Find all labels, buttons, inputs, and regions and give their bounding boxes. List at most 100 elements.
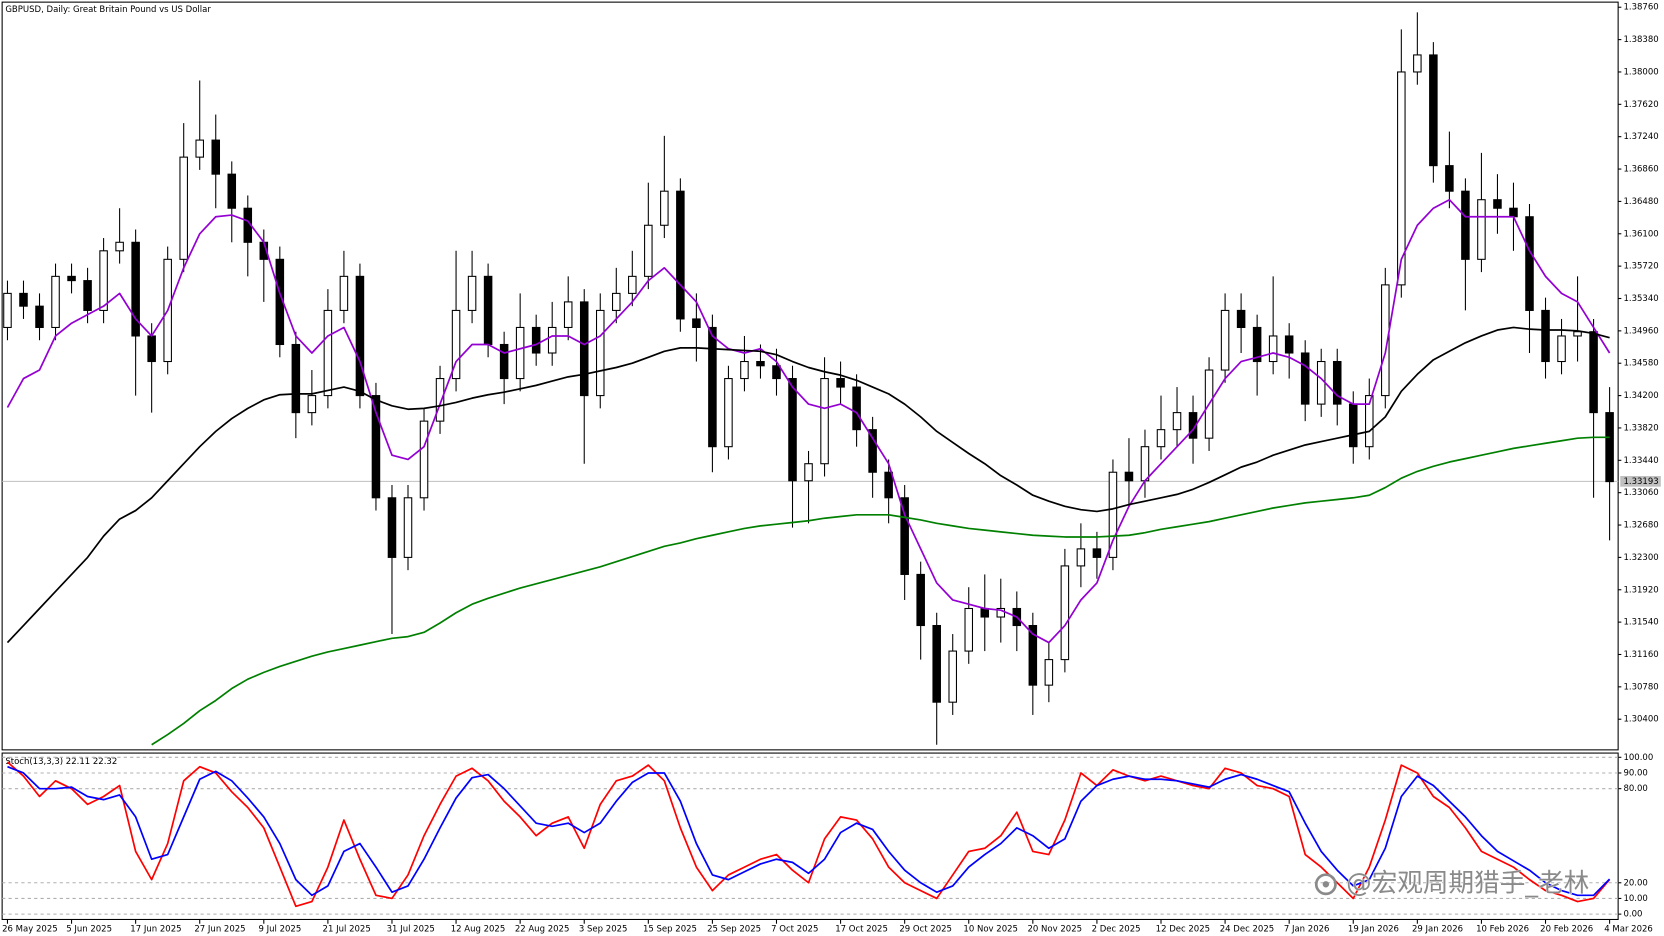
y-tick-label: 1.37240: [1623, 132, 1658, 142]
candle-body: [579, 301, 589, 397]
candle-body: [467, 275, 477, 311]
watermark: @宏观周期猎手_老林: [1346, 868, 1589, 898]
candle-body: [1541, 309, 1550, 363]
candle-body: [3, 292, 12, 328]
candle-body: [435, 378, 445, 422]
y-tick-label: 1.30400: [1623, 715, 1658, 725]
x-tick-label: 17 Oct 2025: [835, 925, 888, 935]
x-tick-label: 24 Dec 2025: [1220, 925, 1274, 935]
candle-body: [932, 624, 941, 703]
y-tick-label: 1.38760: [1623, 3, 1658, 13]
candle-body: [147, 335, 156, 363]
x-tick-label: 15 Sep 2025: [643, 925, 697, 935]
candle-body: [756, 360, 765, 367]
candle-body: [1188, 412, 1198, 439]
y-tick-label: 1.36480: [1623, 197, 1658, 207]
x-tick-label: 21 Jul 2025: [323, 925, 371, 935]
x-tick-label: 5 Jun 2025: [66, 925, 112, 935]
watermark-logo: [1314, 873, 1337, 896]
y-tick-label: 1.33440: [1623, 456, 1658, 466]
candle-body: [884, 471, 893, 499]
y-tick-label: 1.35720: [1623, 262, 1658, 272]
candle-body: [227, 173, 237, 209]
y-tick-label: 1.36860: [1623, 165, 1658, 175]
candle-body: [1573, 331, 1582, 337]
x-tick-label: 19 Jan 2026: [1348, 925, 1399, 935]
candle-body: [740, 360, 749, 380]
y-tick-label: 1.36100: [1623, 229, 1658, 239]
y-tick-label: 1.30780: [1623, 682, 1658, 692]
candle-body: [67, 275, 76, 282]
y-tick-label: 1.35340: [1623, 294, 1658, 304]
candle-body: [387, 497, 397, 558]
x-tick-label: 9 Jul 2025: [258, 925, 301, 935]
x-tick-label: 26 May 2025: [2, 925, 58, 935]
candle-body: [628, 275, 637, 294]
candle-body: [1172, 412, 1182, 431]
candle-body: [35, 305, 44, 328]
current-price-box: [1620, 476, 1661, 487]
candle-body: [1525, 216, 1534, 311]
line-series: [7, 765, 1611, 897]
candle-body: [515, 326, 525, 380]
candle-body: [724, 378, 733, 448]
candle-body: [595, 309, 605, 397]
x-tick-label: 25 Sep 2025: [707, 925, 761, 935]
y-tick-label: 1.33820: [1623, 423, 1658, 433]
candle-body: [1076, 548, 1086, 567]
candle-body: [419, 420, 429, 499]
x-tick-label: 10 Nov 2025: [963, 925, 1018, 935]
candle-body: [948, 650, 957, 703]
candle-body: [211, 139, 221, 175]
candle-body: [1028, 624, 1038, 686]
y-tick-label: 80.00: [1623, 784, 1647, 794]
candle-body: [916, 573, 925, 627]
candle-body: [1060, 565, 1070, 661]
candle-body: [836, 378, 845, 388]
x-tick-label: 29 Jan 2026: [1412, 925, 1463, 935]
candle-body: [1156, 429, 1166, 448]
candle-body: [499, 343, 509, 380]
y-tick-label: 10.00: [1623, 894, 1647, 904]
candle-body: [868, 429, 877, 473]
candle-body: [1332, 360, 1342, 405]
candle-body: [1429, 54, 1438, 167]
candle-body: [1220, 309, 1230, 371]
candle-body: [1605, 412, 1614, 483]
x-tick-label: 29 Oct 2025: [899, 925, 952, 935]
candle-body: [99, 250, 108, 311]
candle-body: [1092, 548, 1102, 558]
candle-body: [563, 301, 573, 328]
x-tick-label: 4 Mar 2026: [1604, 925, 1653, 935]
candle-body: [1348, 403, 1358, 448]
candle-body: [772, 365, 781, 380]
y-tick-label: 1.31160: [1623, 650, 1658, 660]
candle-body: [676, 190, 685, 320]
candle-body: [339, 275, 349, 311]
candle-body: [996, 607, 1006, 618]
candle-body: [1108, 471, 1118, 558]
candle-body: [403, 497, 413, 558]
candle-body: [852, 386, 861, 431]
candle-body: [1140, 446, 1150, 482]
x-tick-label: 20 Nov 2025: [1027, 925, 1082, 935]
x-tick-label: 22 Aug 2025: [515, 925, 570, 935]
stoch-pane: [1, 752, 1619, 920]
indicator-label: Stoch(13,3,3) 22.11 22.32: [5, 757, 117, 767]
main-pane: [1, 1, 1619, 751]
candle-body: [660, 190, 669, 226]
candle-body: [1445, 165, 1454, 192]
line-series: [6, 198, 1611, 644]
candle-body: [1284, 335, 1294, 354]
chart-title: GBPUSD, Daily: Great Britain Pound vs US…: [5, 5, 211, 15]
x-tick-label: 31 Jul 2025: [387, 925, 435, 935]
plot-area: [2, 12, 1619, 746]
candle-body: [692, 318, 701, 328]
y-tick-label: 1.38000: [1623, 67, 1658, 77]
candle-body: [1413, 54, 1422, 73]
candle-body: [131, 241, 140, 337]
candle-body: [1557, 335, 1566, 363]
candle-body: [547, 326, 557, 354]
candle-body: [291, 343, 301, 414]
